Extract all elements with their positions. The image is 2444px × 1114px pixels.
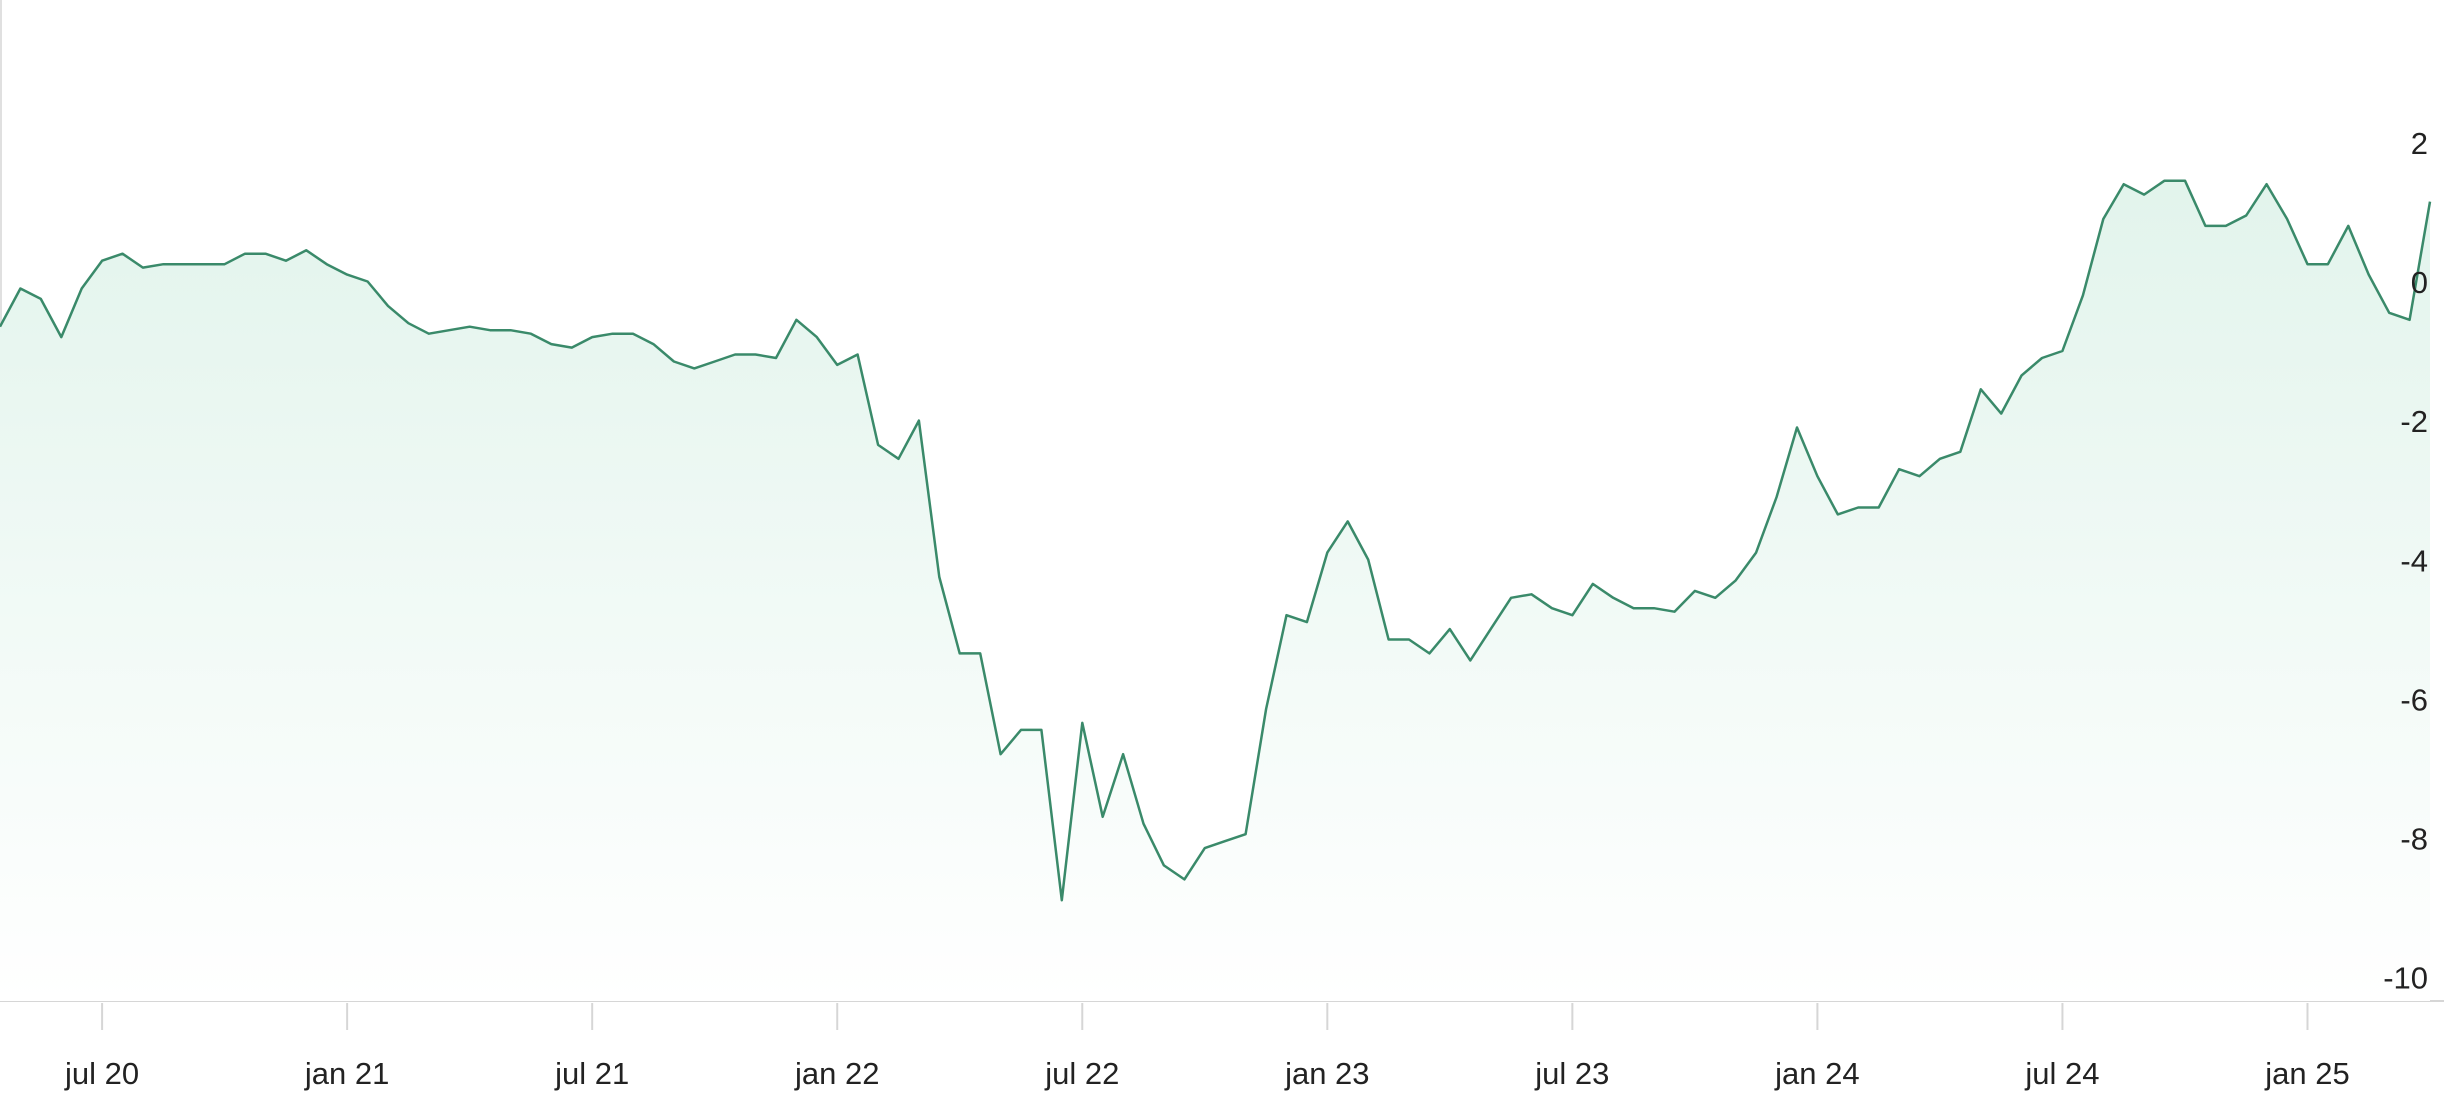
line: [0, 179, 2432, 902]
x-tick-label: jan 23: [1284, 1056, 1369, 1091]
y-tick-label: -10: [2383, 960, 2428, 995]
y-tick-label: -8: [2400, 821, 2428, 856]
y-tick-label: 2: [2411, 126, 2428, 161]
x-tick-label: jul 21: [554, 1056, 629, 1091]
y-tick-label: 0: [2411, 265, 2428, 300]
x-tick-label: jul 24: [2024, 1056, 2099, 1091]
x-tick-label: jan 22: [794, 1056, 879, 1091]
area-fill: [0, 180, 2430, 1001]
x-tick-label: jul 23: [1534, 1056, 1609, 1091]
y-tick-label: -4: [2400, 543, 2428, 578]
x-tick-label: jul 20: [64, 1056, 139, 1091]
x-tick-label: jul 22: [1044, 1056, 1119, 1091]
x-tick-label: jan 24: [1774, 1056, 1859, 1091]
x-tick-label: jan 25: [2264, 1056, 2349, 1091]
y-tick-label: -2: [2400, 404, 2428, 439]
y-tick-label: -6: [2400, 682, 2428, 717]
x-tick-label: jan 21: [304, 1056, 389, 1091]
